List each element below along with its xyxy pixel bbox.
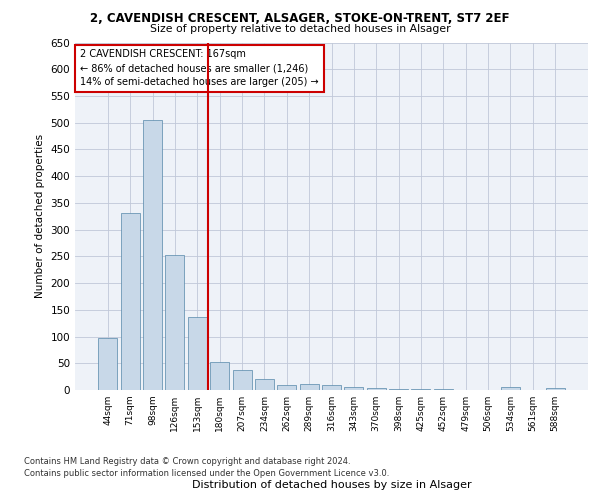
X-axis label: Distribution of detached houses by size in Alsager: Distribution of detached houses by size … [191,480,472,490]
Text: Contains HM Land Registry data © Crown copyright and database right 2024.: Contains HM Land Registry data © Crown c… [24,458,350,466]
Text: 2 CAVENDISH CRESCENT: 167sqm
← 86% of detached houses are smaller (1,246)
14% of: 2 CAVENDISH CRESCENT: 167sqm ← 86% of de… [80,50,319,88]
Text: Contains public sector information licensed under the Open Government Licence v3: Contains public sector information licen… [24,469,389,478]
Bar [299,384,319,390]
Bar [233,370,251,390]
Bar [188,317,207,390]
Bar [98,338,118,390]
Bar [389,389,408,390]
Bar [143,120,162,390]
Bar [545,388,565,390]
Bar [322,385,341,390]
Bar [166,256,184,390]
Bar [210,362,229,390]
Bar [255,379,274,390]
Y-axis label: Number of detached properties: Number of detached properties [35,134,45,298]
Bar [121,212,140,390]
Bar [367,388,386,390]
Bar [344,388,364,390]
Bar [277,385,296,390]
Text: Size of property relative to detached houses in Alsager: Size of property relative to detached ho… [149,24,451,34]
Bar [501,388,520,390]
Text: 2, CAVENDISH CRESCENT, ALSAGER, STOKE-ON-TRENT, ST7 2EF: 2, CAVENDISH CRESCENT, ALSAGER, STOKE-ON… [90,12,510,26]
